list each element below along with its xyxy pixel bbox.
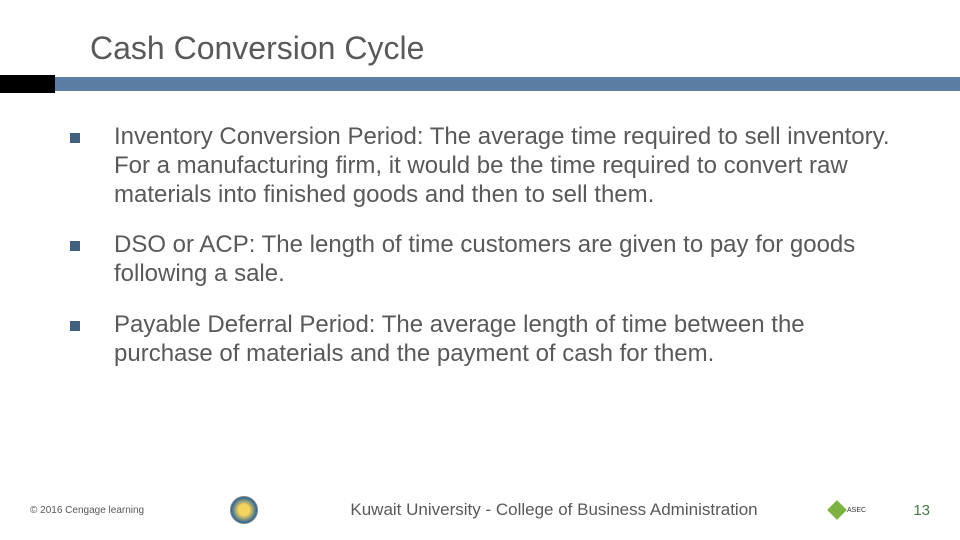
bullet-marker-icon <box>70 133 80 143</box>
footer: © 2016 Cengage learning Kuwait Universit… <box>0 496 960 524</box>
bullet-marker-icon <box>70 241 80 251</box>
bullet-text: Inventory Conversion Period: The average… <box>114 123 890 209</box>
bullet-item: Payable Deferral Period: The average len… <box>70 311 890 369</box>
bullet-item: DSO or ACP: The length of time customers… <box>70 231 890 289</box>
slide-title: Cash Conversion Cycle <box>0 30 960 67</box>
title-bar-blue <box>55 77 960 91</box>
title-underline <box>0 75 960 93</box>
sponsor-logo-icon: ASEC <box>830 500 880 520</box>
bullet-text: DSO or ACP: The length of time customers… <box>114 231 890 289</box>
bullet-text: Payable Deferral Period: The average len… <box>114 311 890 369</box>
bullet-marker-icon <box>70 321 80 331</box>
university-seal-icon <box>230 496 258 524</box>
header: Cash Conversion Cycle <box>0 0 960 93</box>
content-area: Inventory Conversion Period: The average… <box>0 93 960 369</box>
copyright-text: © 2016 Cengage learning <box>30 505 230 516</box>
bullet-item: Inventory Conversion Period: The average… <box>70 123 890 209</box>
footer-institution: Kuwait University - College of Business … <box>298 500 810 520</box>
page-number: 13 <box>900 502 930 519</box>
title-bar-dark <box>0 75 55 93</box>
logo-mark-icon <box>827 500 847 520</box>
logo-text: ASEC <box>847 507 866 514</box>
